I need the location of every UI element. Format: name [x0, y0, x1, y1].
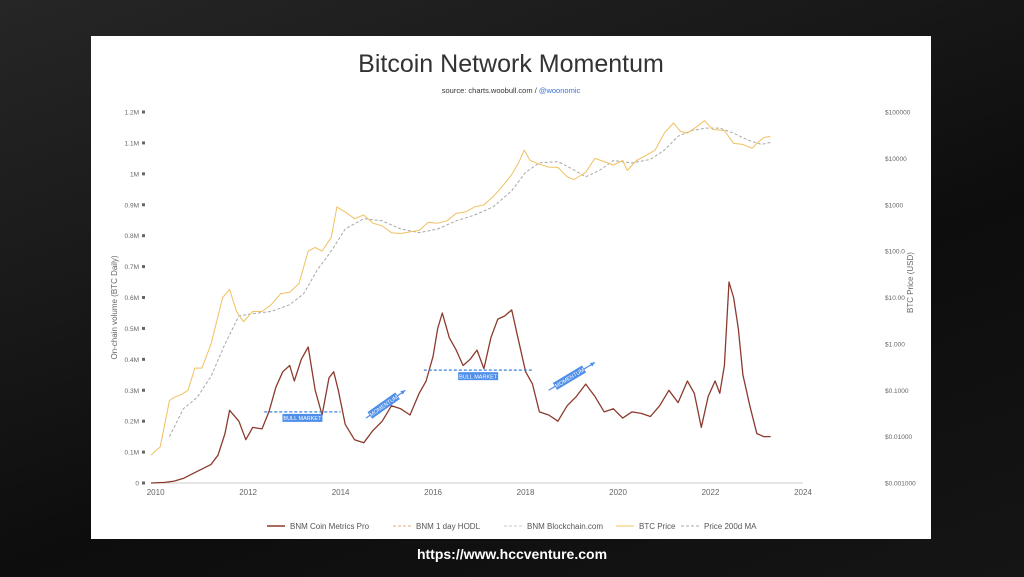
y-left-tick-mark: [142, 450, 145, 454]
bull-market-label: BULL MARKET: [459, 374, 498, 380]
y-left-axis-title: On-chain volume (BTC Daily): [110, 255, 119, 359]
bull-market-label-box: [458, 372, 499, 381]
momentum-label: MOMENTUM: [554, 367, 586, 389]
y-left-tick-mark: [142, 141, 145, 145]
y-left-tick-label: 0.8M: [125, 233, 139, 240]
legend-label: BNM Blockchain.com: [527, 522, 603, 531]
momentum-label-box: [552, 365, 587, 390]
y-left-tick-label: 0.9M: [125, 202, 139, 209]
momentum-arrow-head: [589, 362, 595, 367]
y-left-tick-label: 0.1M: [125, 450, 139, 457]
y-right-tick-label: $0.1000: [885, 388, 909, 395]
y-left-tick-mark: [142, 388, 145, 392]
legend-label: BNM Coin Metrics Pro: [290, 522, 370, 531]
y-right-tick-label: $100.0: [885, 249, 905, 256]
y-left-tick-mark: [142, 234, 145, 238]
legend-label: BNM 1 day HODL: [416, 522, 481, 531]
series-line-price-200d-ma: [169, 127, 771, 437]
series-line-bnm-coin-metrics-pro: [150, 281, 771, 484]
chart-plot: 0 0.1M 0.2M 0.3M 0.4M 0.5M 0.6M 0.7M 0.8M 0.9M 1M 1…: [110, 110, 916, 532]
y-left-tick-mark: [142, 296, 145, 299]
y-left-tick-mark: [142, 357, 145, 361]
y-left-tick-label: 0.3M: [125, 388, 139, 395]
y-left-tick-mark: [142, 326, 145, 330]
footer-url[interactable]: https://www.hccventure.com: [416, 546, 608, 562]
y-left-tick-mark: [142, 419, 145, 423]
bull-market-label: BULL MARKET: [283, 416, 322, 422]
x-tick-label: 2020: [609, 488, 627, 497]
x-tick-label: 2018: [517, 488, 535, 497]
momentum-label-box: [367, 392, 400, 419]
chart-title: Bitcoin Network Momentum: [358, 50, 664, 78]
y-left-tick-label: 0.6M: [125, 295, 139, 302]
y-left-tick-mark: [142, 203, 145, 207]
legend-label: BTC Price: [639, 522, 676, 531]
y-left-tick-label: 1.2M: [125, 110, 139, 117]
y-right-tick-label: $0.001000: [885, 481, 916, 488]
legend-label: Price 200d MA: [704, 522, 757, 531]
x-tick-label: 2014: [332, 488, 350, 497]
chart-subtitle: source: charts.woobull.com / @woonomic: [91, 86, 931, 95]
y-left-tick-mark: [142, 172, 145, 176]
y-left-tick-mark: [142, 110, 145, 114]
y-left-tick-label: 1.1M: [125, 140, 139, 147]
y-right-tick-label: $1000: [885, 202, 903, 209]
momentum-label-group: MOMENTUM: [367, 392, 400, 419]
y-left-tick-label: 1M: [130, 171, 139, 178]
chart-card: Bitcoin Network Momentum source: charts.…: [91, 36, 931, 539]
series-line-btc-price: [150, 120, 771, 456]
y-right-tick-label: $100000: [885, 110, 911, 117]
subtitle-handle-link[interactable]: @woonomic: [538, 86, 581, 95]
momentum-label-group: MOMENTUM: [552, 365, 587, 390]
x-tick-label: 2022: [702, 488, 720, 497]
momentum-arrow-head: [400, 390, 406, 395]
y-left-tick-label: 0: [135, 481, 139, 488]
y-right-tick-label: $10000: [885, 156, 907, 163]
y-left-tick-label: 0.7M: [125, 264, 139, 271]
y-right-tick-label: $10.00: [885, 295, 905, 302]
subtitle-source: source: charts.woobull.com /: [441, 86, 539, 95]
x-tick-label: 2010: [147, 488, 165, 497]
y-right-tick-label: $0.01000: [885, 434, 912, 441]
y-left-tick-label: 0.4M: [125, 357, 139, 364]
y-left-tick-label: 0.5M: [125, 326, 139, 333]
y-left-tick-mark: [142, 265, 145, 269]
x-tick-label: 2016: [424, 488, 442, 497]
y-right-axis-title: BTC Price (USD): [906, 252, 915, 313]
y-left-tick-label: 0.2M: [125, 419, 139, 426]
bull-market-label-box: [282, 413, 323, 422]
y-right-tick-label: $1.000: [885, 341, 905, 348]
x-tick-label: 2024: [794, 488, 812, 497]
x-tick-label: 2012: [239, 488, 257, 497]
y-left-tick-mark: [142, 481, 145, 485]
